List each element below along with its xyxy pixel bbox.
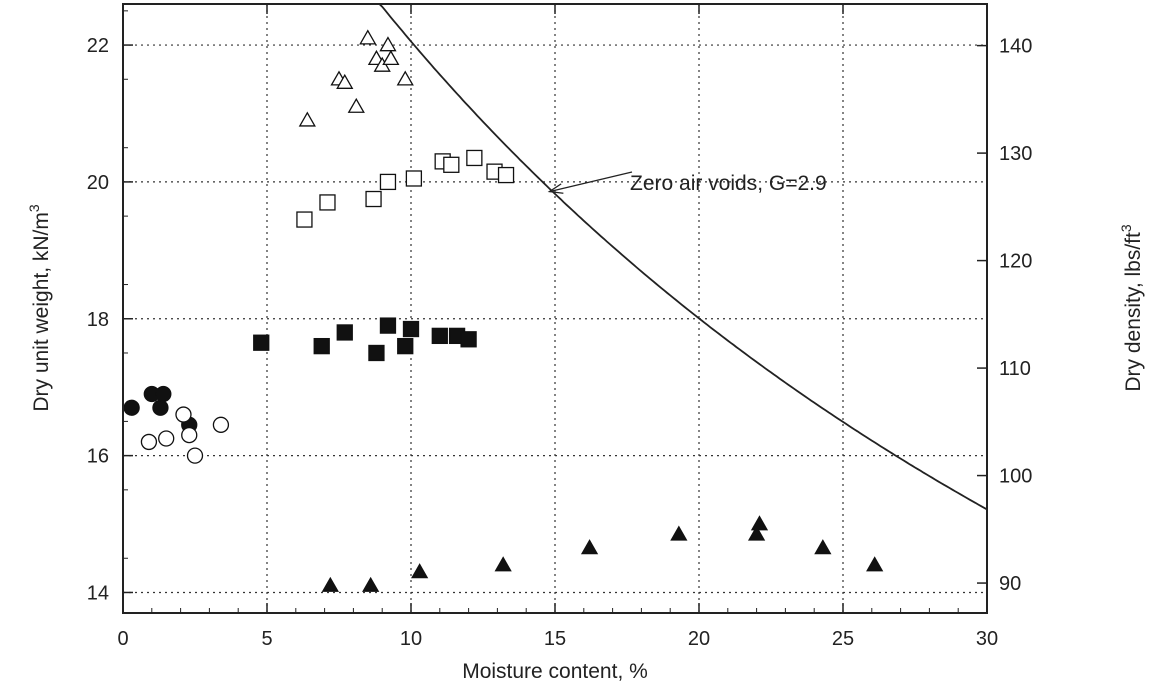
- y2-axis-label: Dry density, lbs/ft3: [1118, 224, 1145, 392]
- open-circle-point: [140, 433, 158, 451]
- filled-triangle-point: [580, 539, 599, 555]
- filled-square-point: [336, 324, 353, 341]
- x-axis-label: Moisture content, %: [462, 660, 648, 683]
- filled-triangle-point: [670, 525, 688, 541]
- y-tick-label: 18: [87, 309, 109, 331]
- filled-triangle-point: [750, 515, 769, 531]
- y-axis-label-base: Dry unit weight, kN/m: [30, 212, 53, 412]
- y-tick-label: 22: [87, 35, 109, 57]
- filled-circle-point: [155, 385, 172, 403]
- y-axis-label: Dry unit weight, kN/m3: [26, 204, 53, 412]
- annotation-arrow: [549, 171, 633, 193]
- open-square-point: [443, 156, 460, 173]
- y2-axis-label-base: Dry density, lbs/ft: [1122, 232, 1145, 392]
- y2-tick-label: 90: [999, 573, 1021, 595]
- filled-square-point: [397, 337, 414, 355]
- y2-tick-label: 140: [999, 36, 1032, 58]
- filled-triangle-point: [362, 576, 380, 592]
- x-tick-label: 0: [117, 628, 128, 650]
- y2-axis-ticks: 90 100 110 120 130 140: [977, 36, 1032, 595]
- open-triangle-point: [298, 111, 316, 127]
- x-tick-label: 5: [261, 628, 272, 650]
- filled-triangle-point: [411, 563, 429, 579]
- open-triangle-point: [379, 36, 397, 52]
- filled-square-point: [431, 327, 448, 345]
- x-tick-label: 15: [544, 628, 566, 650]
- open-circle-point: [212, 416, 230, 433]
- open-square-point: [466, 149, 483, 167]
- filled-triangle-point: [866, 556, 884, 572]
- y2-tick-label: 130: [999, 143, 1032, 165]
- open-square-point: [319, 194, 336, 211]
- y-axis-label-sup: 3: [26, 204, 42, 212]
- x-tick-label: 10: [400, 628, 422, 650]
- x-tick-label: 30: [976, 628, 998, 650]
- annotation-arrowhead: [547, 183, 564, 194]
- y2-tick-label: 100: [999, 466, 1032, 488]
- zero-air-voids-curve: [364, 3, 988, 511]
- filled-triangle-point: [321, 576, 339, 592]
- open-circle-point: [181, 426, 198, 444]
- y2-tick-label: 120: [999, 251, 1032, 273]
- open-triangle-point: [382, 49, 400, 66]
- open-square-point: [497, 166, 515, 184]
- y2-tick-label: 110: [999, 358, 1031, 380]
- x-tick-label: 20: [688, 628, 710, 650]
- open-triangle-point: [336, 73, 354, 89]
- zav-curve-path: [364, 3, 988, 511]
- open-square-point: [405, 170, 423, 187]
- open-square-point: [379, 173, 397, 191]
- filled-square-point: [402, 320, 420, 338]
- open-triangle-point: [347, 97, 365, 113]
- y2-axis-label-sup: 3: [1118, 224, 1134, 232]
- open-triangle-point: [359, 29, 377, 45]
- open-square-point: [296, 211, 313, 228]
- filled-triangle-point: [494, 556, 512, 572]
- filled-triangle-point: [747, 525, 766, 541]
- filled-square-point: [313, 337, 330, 355]
- filled-square-point: [253, 334, 270, 351]
- zero-air-voids-annotation: Zero air voids, G=2.9: [630, 172, 827, 195]
- grid: [123, 4, 987, 613]
- filled-circle-point: [152, 399, 169, 416]
- y-tick-label: 16: [87, 446, 109, 468]
- y-tick-label: 14: [87, 582, 109, 604]
- open-circle-point: [186, 447, 204, 464]
- filled-square-point: [379, 317, 397, 334]
- filled-triangle-point: [814, 539, 832, 555]
- y-axis-ticks: 14 16 18 20 22: [87, 10, 133, 604]
- open-triangle-point: [396, 70, 414, 86]
- data-points: [123, 29, 884, 592]
- x-axis-ticks: 0 5 10 15 20 25 30: [117, 4, 998, 650]
- open-square-point: [365, 190, 382, 208]
- y-tick-label: 20: [87, 172, 109, 194]
- filled-square-point: [368, 344, 385, 362]
- filled-square-point: [460, 331, 477, 348]
- open-circle-point: [158, 430, 175, 447]
- x-tick-label: 25: [832, 628, 854, 650]
- filled-circle-point: [123, 399, 140, 416]
- open-circle-point: [175, 406, 192, 423]
